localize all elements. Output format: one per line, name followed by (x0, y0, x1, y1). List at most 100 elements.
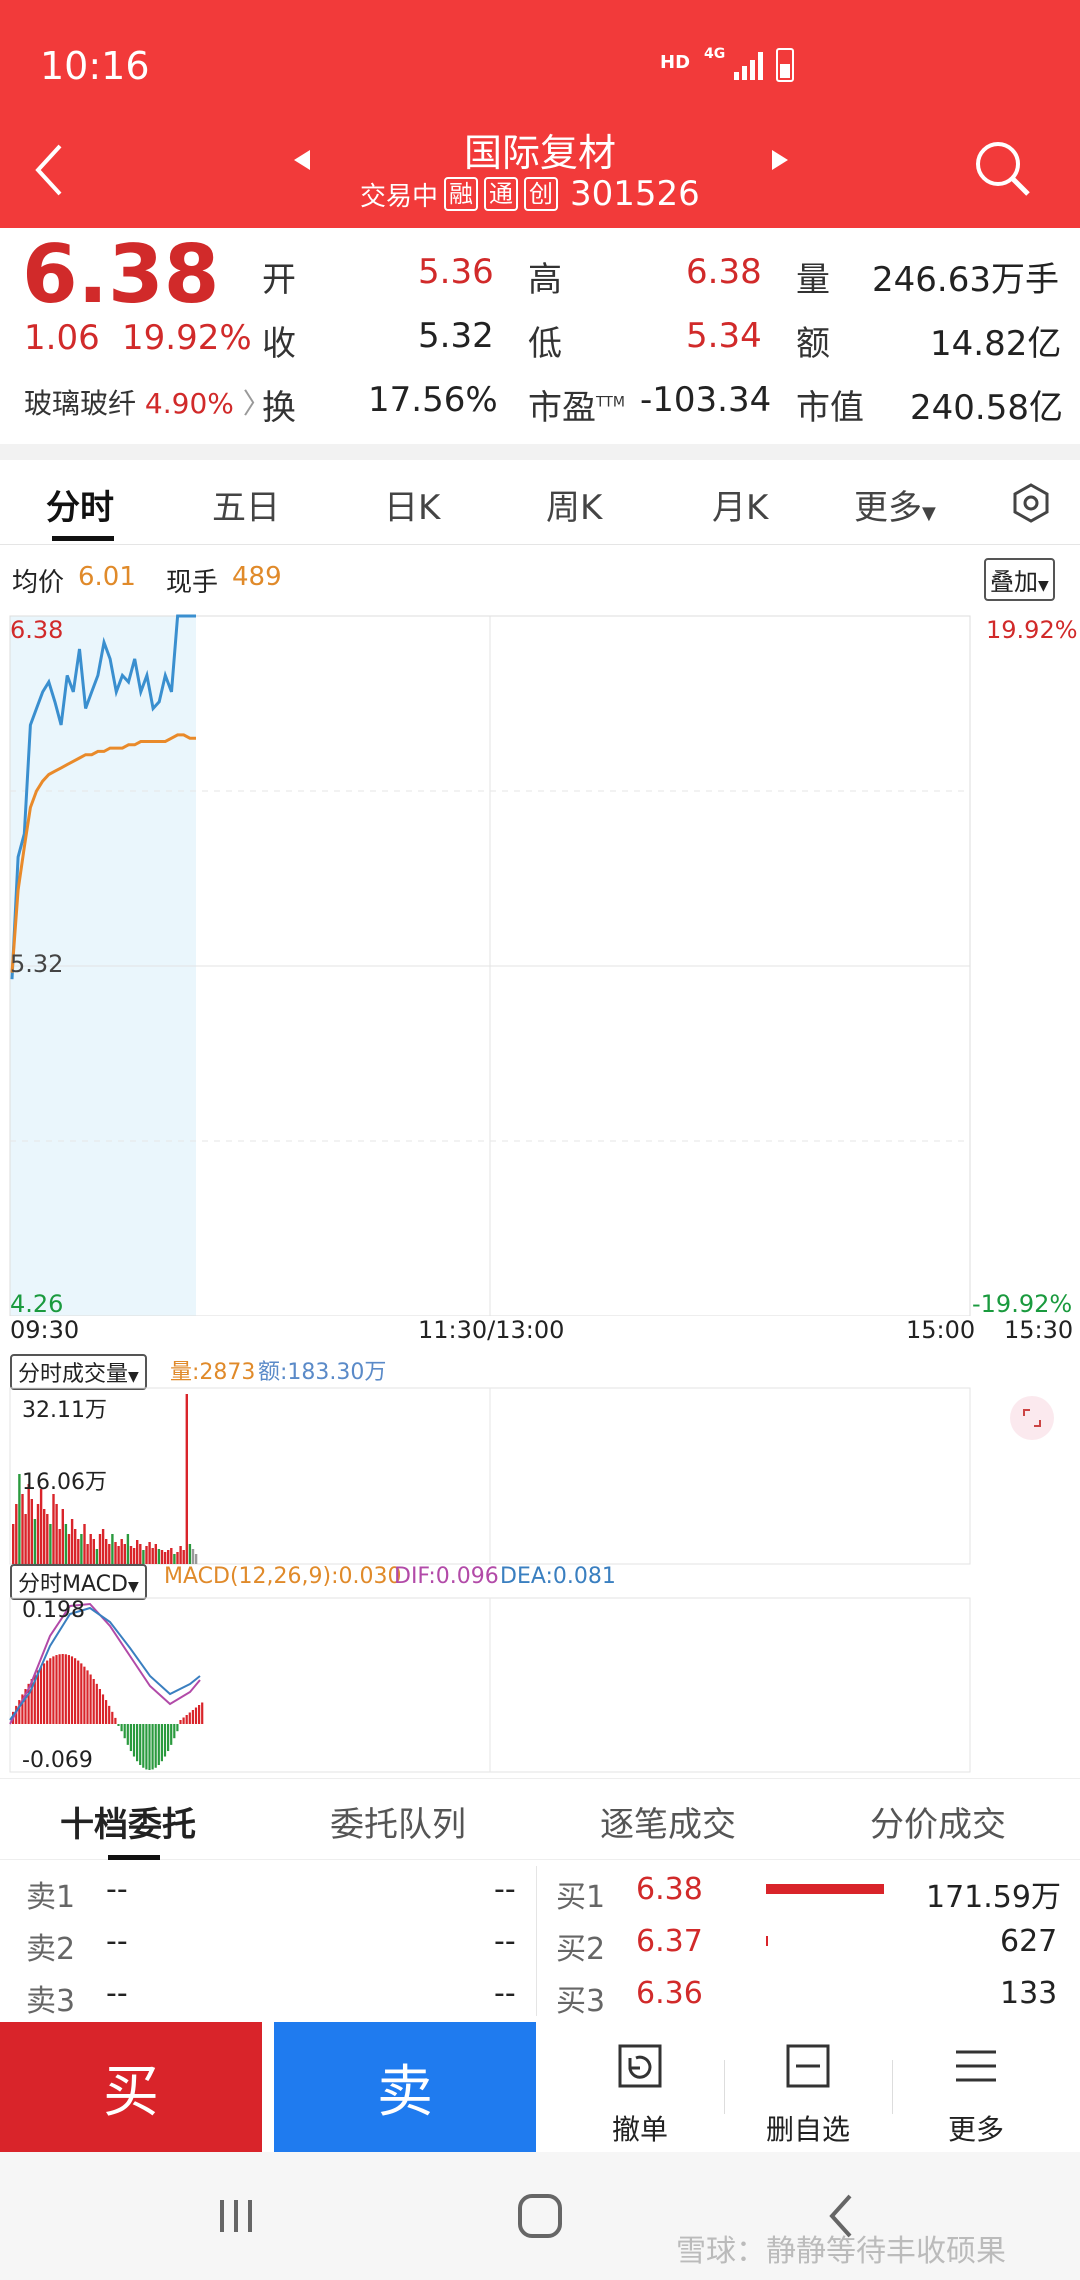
macd-bar (101, 1694, 105, 1724)
low-label: 低 (528, 324, 562, 364)
macd-bar (151, 1724, 154, 1770)
volume-bar (74, 1529, 77, 1564)
macd-bar (98, 1689, 101, 1724)
cancel-order-button[interactable]: 撤单 (560, 2022, 720, 2152)
volume-axis-top: 32.11万 (22, 1398, 107, 1423)
tab-more[interactable]: 更多▼ (854, 488, 936, 528)
prev-stock-button[interactable] (292, 148, 312, 176)
current-hand-label: 现手 (166, 568, 219, 598)
tab-day-k[interactable]: 日K (384, 488, 441, 528)
bid-volume-bar (766, 1936, 768, 1946)
macd-axis-bottom: -0.069 (22, 1748, 93, 1773)
low-value: 5.34 (686, 316, 762, 356)
volume-bar (64, 1524, 68, 1564)
macd-bar (139, 1724, 142, 1765)
search-button[interactable] (972, 138, 1032, 202)
y-axis-bottom: 4.26 (10, 1290, 64, 1318)
remove-favorite-button[interactable]: 删自选 (728, 2022, 888, 2152)
recents-button[interactable] (216, 2196, 260, 2240)
back-nav-button[interactable] (826, 2192, 856, 2244)
volume-qty: 量:2873 (170, 1360, 256, 1385)
volume-bar (18, 1474, 21, 1564)
undo-icon (618, 2044, 662, 2088)
tab-price-trades[interactable]: 分价成交 (870, 1805, 1006, 1845)
avg-price-label: 均价 (12, 568, 65, 598)
tab-five-day[interactable]: 五日 (212, 488, 280, 528)
macd-bar (163, 1724, 167, 1757)
tab-ten-level[interactable]: 十档委托 (60, 1805, 196, 1845)
network-type: 4G (704, 46, 726, 62)
macd-bar (145, 1724, 148, 1770)
intraday-price-chart[interactable] (0, 612, 1080, 1316)
macd-bar (27, 1683, 30, 1724)
macd-bar (154, 1724, 157, 1768)
turnover-value: 17.56% (368, 380, 498, 420)
bid-price: 6.37 (636, 1924, 703, 1959)
volume-selector[interactable]: 分时成交量▼ (10, 1354, 147, 1390)
x-label-close: 15:00 (906, 1316, 976, 1344)
trading-status: 交易中 (360, 181, 439, 212)
macd-bar (179, 1720, 182, 1724)
volume-bar (39, 1489, 43, 1564)
minus-box-icon (786, 2044, 830, 2088)
macd-bar (136, 1724, 139, 1762)
macd-bar (191, 1710, 194, 1724)
volume-bar (160, 1550, 164, 1564)
volume-bar (117, 1546, 120, 1564)
macd-bar (185, 1715, 188, 1724)
volume-bar (163, 1552, 167, 1564)
volume-bar (67, 1534, 71, 1564)
macd-bar (129, 1724, 132, 1752)
macd-bar (105, 1700, 108, 1724)
bid-volume-bar (766, 1884, 884, 1894)
macd-bar (21, 1694, 24, 1724)
macd-bar (157, 1724, 160, 1765)
ask-qty: -- (494, 1924, 516, 1959)
buy-button[interactable]: 买 (0, 2022, 262, 2152)
tab-month-k[interactable]: 月K (712, 488, 769, 528)
x-label-open: 09:30 (10, 1316, 80, 1344)
overlay-button[interactable]: 叠加▼ (984, 558, 1055, 601)
tab-tick-trades[interactable]: 逐笔成交 (600, 1805, 736, 1845)
volume-bar (191, 1549, 195, 1564)
home-button[interactable] (516, 2192, 564, 2244)
mcap-label: 市值 (796, 388, 864, 428)
macd-bar (86, 1670, 89, 1724)
macd-bar (83, 1666, 86, 1724)
back-button[interactable] (30, 140, 70, 200)
volume-bar (157, 1549, 161, 1564)
stock-name: 国际复材 (463, 131, 616, 175)
price-change-pct: 19.92% (122, 318, 252, 358)
macd-chart (9, 1597, 971, 1773)
volume-bar (151, 1548, 154, 1564)
more-button[interactable]: 更多 (896, 2022, 1056, 2152)
next-stock-button[interactable] (770, 148, 790, 176)
sector-link[interactable]: 玻璃玻纤 4.90% 〉 (24, 382, 271, 422)
app-header: 10:16 HD 4G 国际复材 交易中 融 通 创 301526 (0, 0, 1080, 228)
divider (892, 2060, 893, 2114)
macd-bar (43, 1663, 46, 1724)
menu-icon (956, 2050, 996, 2082)
tag-chinext: 创 (524, 177, 559, 211)
high-label: 高 (528, 260, 562, 300)
volume-bar (12, 1524, 15, 1564)
caret-down-icon: ▼ (922, 503, 936, 524)
tab-queue[interactable]: 委托队列 (330, 1805, 466, 1845)
close-label: 收 (262, 324, 296, 364)
volume-bar (179, 1546, 182, 1564)
macd-bar (24, 1689, 27, 1724)
price-line (10, 614, 196, 980)
volume-bar (46, 1514, 49, 1564)
volume-bar (70, 1519, 74, 1564)
volume-bar (111, 1534, 114, 1564)
hexagon-settings-icon (1013, 483, 1049, 523)
settings-button[interactable] (1010, 482, 1052, 528)
expand-button[interactable] (1010, 1396, 1054, 1440)
macd-bar (194, 1707, 198, 1724)
tab-intraday[interactable]: 分时 (46, 488, 114, 528)
sell-button[interactable]: 卖 (274, 2022, 536, 2152)
macd-selector[interactable]: 分时MACD▼ (10, 1564, 147, 1600)
ask-price: -- (106, 1976, 128, 2011)
tab-week-k[interactable]: 周K (546, 488, 603, 528)
macd-bar (188, 1712, 191, 1724)
